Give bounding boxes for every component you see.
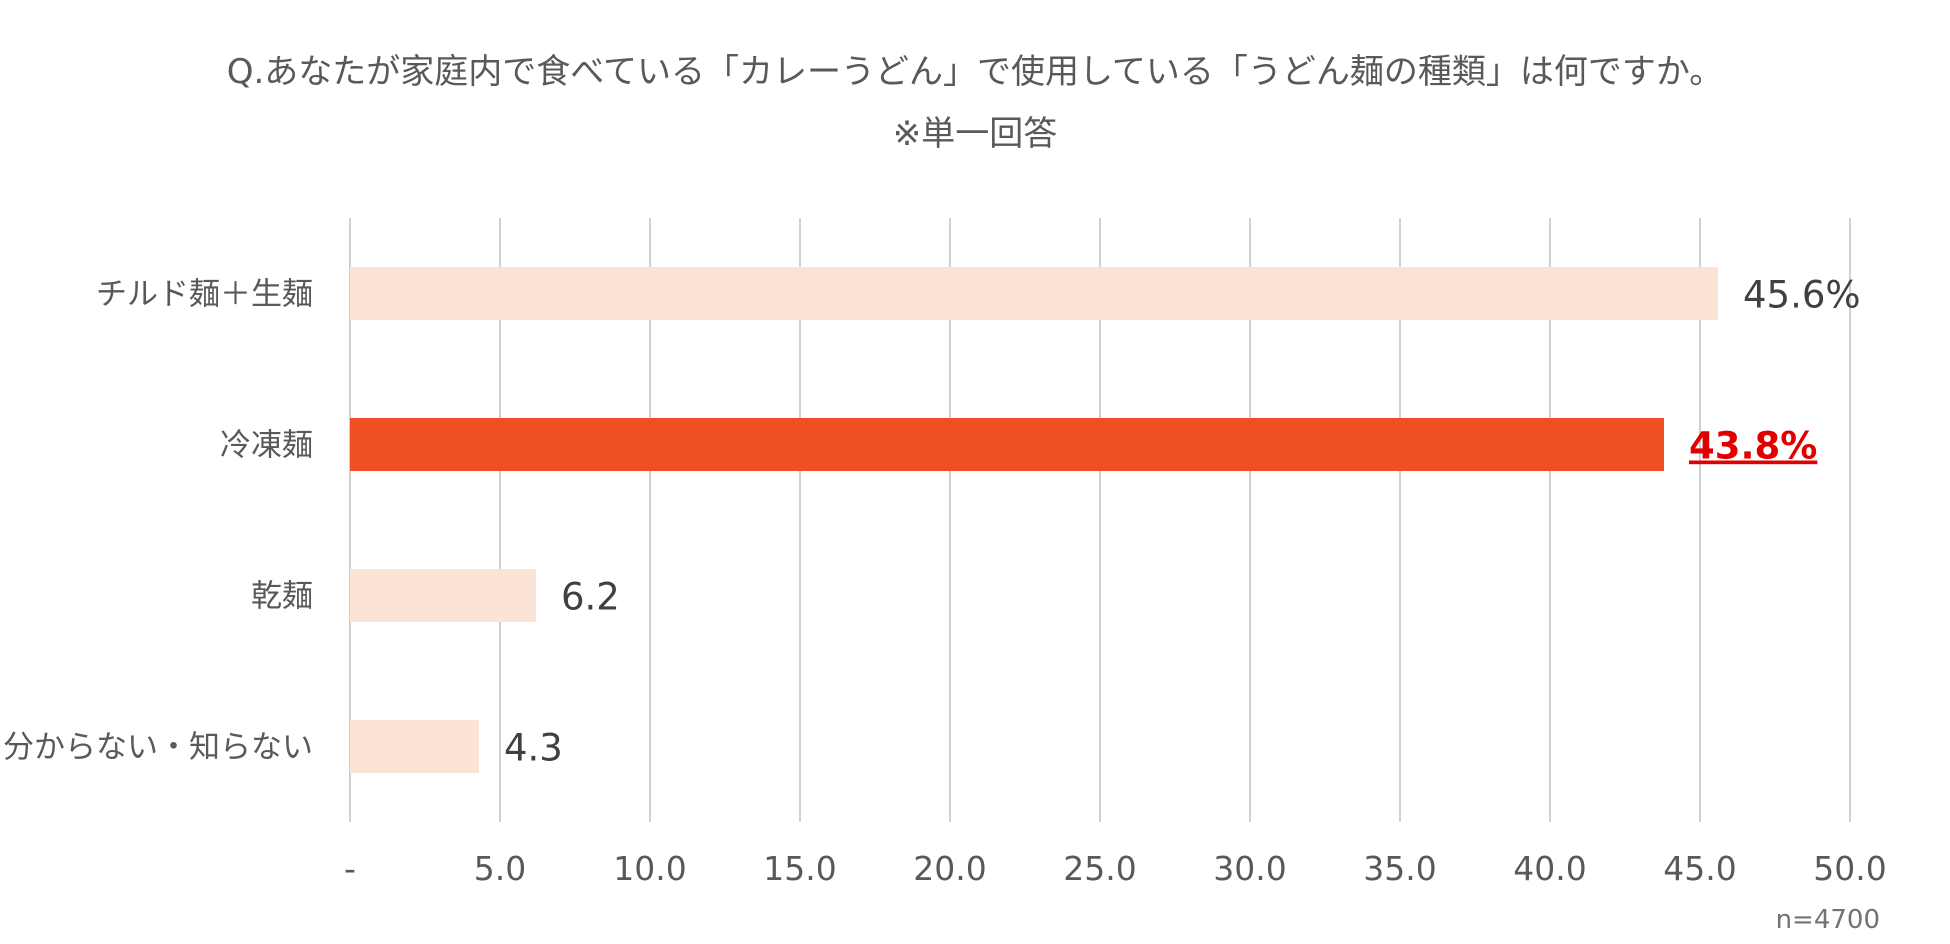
data-label: 6.2: [561, 576, 620, 619]
chart-subtitle: ※単一回答: [892, 114, 1058, 154]
x-tick-label: -: [344, 849, 356, 888]
x-tick-label: 45.0: [1663, 849, 1736, 888]
x-tick-label: 50.0: [1813, 849, 1886, 888]
x-tick-label: 15.0: [763, 849, 836, 888]
bar: [350, 267, 1718, 320]
x-tick-label: 25.0: [1063, 849, 1136, 888]
x-tick-label: 5.0: [474, 849, 526, 888]
sample-size-note: n=4700: [1775, 905, 1880, 935]
category-label: 乾麺: [251, 579, 313, 615]
chart-title: Q.あなたが家庭内で食べている「カレーうどん」で使用している「うどん麺の種類」は…: [226, 52, 1724, 92]
x-tick-label: 20.0: [913, 849, 986, 888]
data-label: 4.3: [504, 727, 563, 770]
x-tick-label: 30.0: [1213, 849, 1286, 888]
x-tick-label: 10.0: [613, 849, 686, 888]
category-label: チルド麺＋生麺: [96, 277, 313, 313]
data-label: 45.6%: [1743, 274, 1861, 317]
x-tick-label: 40.0: [1513, 849, 1586, 888]
bar: [350, 720, 479, 773]
data-label: 43.8%: [1689, 425, 1817, 468]
bar: [350, 569, 536, 622]
category-label: 分からない・知らない: [3, 730, 313, 766]
x-tick-label: 35.0: [1363, 849, 1436, 888]
bar: [350, 418, 1664, 471]
category-label: 冷凍麺: [220, 428, 313, 464]
